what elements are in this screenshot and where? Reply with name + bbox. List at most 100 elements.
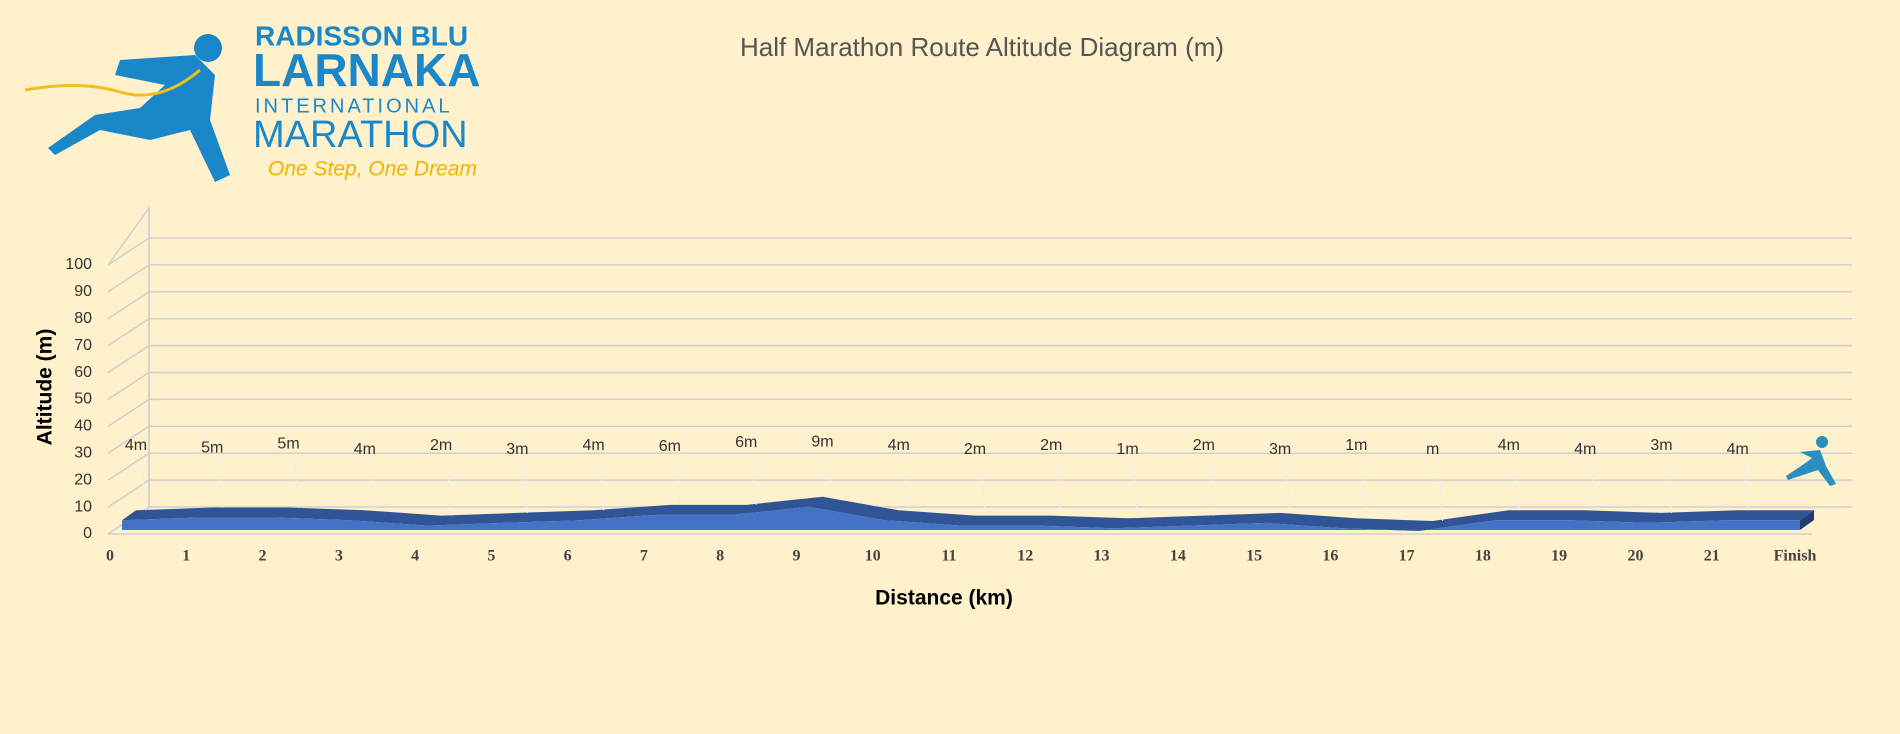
finish-icon <box>1786 436 1836 486</box>
logo-line: MARATHON <box>253 114 468 156</box>
data-label: 1m <box>1116 441 1138 458</box>
x-tick-label: 1 <box>182 548 190 565</box>
y-tick-label: 90 <box>74 283 92 300</box>
x-tick-label: 4 <box>411 548 419 565</box>
leader-line <box>904 459 910 511</box>
y-tick-label: 60 <box>74 364 92 381</box>
x-tick-label: 5 <box>487 548 495 565</box>
y-tick-label: 10 <box>74 498 92 515</box>
y-tick-label: 100 <box>65 256 92 273</box>
data-label: 4m <box>888 437 910 454</box>
x-tick-label: 14 <box>1170 548 1186 565</box>
leader-line <box>599 459 605 511</box>
grid-line <box>107 506 1852 535</box>
area-top <box>122 496 1814 531</box>
data-label: 6m <box>735 434 757 451</box>
data-label: 2m <box>1193 437 1215 454</box>
x-tick-label: 7 <box>640 548 648 565</box>
leader-line <box>1133 459 1139 519</box>
data-label: 4m <box>354 441 376 458</box>
leader-line <box>1514 459 1520 511</box>
x-tick-label: 12 <box>1017 548 1033 565</box>
y-tick-label: 70 <box>74 337 92 354</box>
data-label: 6m <box>659 438 681 455</box>
data-label: 4m <box>125 437 147 454</box>
leader-line <box>141 459 147 511</box>
grid-line <box>107 291 1852 320</box>
x-tick-label: 8 <box>716 548 724 565</box>
leader-line <box>1438 459 1444 522</box>
y-axis-label: Altitude (m) <box>34 329 57 446</box>
x-tick-label: 17 <box>1399 548 1415 565</box>
y-tick-label: 40 <box>74 418 92 435</box>
x-tick-label: 13 <box>1094 548 1110 565</box>
x-tick-label: 6 <box>564 548 572 565</box>
side-wall <box>107 205 150 535</box>
logo-line: LARNAKA <box>253 44 480 96</box>
runner-icon <box>48 34 230 182</box>
leader-line <box>1743 459 1749 511</box>
area-side <box>1800 510 1814 530</box>
grid-line <box>107 452 1852 481</box>
x-tick-label: 21 <box>1704 548 1720 565</box>
leader-line <box>294 459 300 508</box>
y-tick-label: 80 <box>74 310 92 327</box>
leader-line <box>1056 459 1062 516</box>
grid-line <box>107 425 1852 454</box>
data-label: 4m <box>1727 441 1749 458</box>
x-tick-label: 11 <box>941 548 956 565</box>
grid-line <box>107 237 1852 266</box>
x-tick-label: 20 <box>1627 548 1643 565</box>
grid-line <box>107 264 1852 293</box>
data-label: 4m <box>583 437 605 454</box>
leader-line <box>1285 459 1291 513</box>
leader-line <box>1590 459 1596 511</box>
x-tick-label: 15 <box>1246 548 1262 565</box>
y-tick-label: 50 <box>74 391 92 408</box>
leader-line <box>522 459 528 513</box>
y-tick-label: 30 <box>74 445 92 462</box>
x-tick-label: Finish <box>1774 548 1817 565</box>
grid-line <box>107 479 1852 508</box>
logo-line: INTERNATIONAL <box>255 95 453 117</box>
data-label: 4m <box>1498 437 1520 454</box>
logo: RADISSON BLU LARNAKA INTERNATIONAL MARAT… <box>24 20 480 182</box>
data-label: 3m <box>1269 441 1291 458</box>
ribbon <box>24 68 201 97</box>
data-label: 3m <box>506 441 528 458</box>
leader-line <box>446 459 452 516</box>
data-label: 3m <box>1650 437 1672 454</box>
grid-line <box>107 317 1852 347</box>
grid-line <box>107 371 1852 401</box>
logo-tagline: One Step, One Dream <box>268 158 477 181</box>
x-tick-label: 16 <box>1322 548 1338 565</box>
y-tick-label: 0 <box>83 525 92 542</box>
data-label: m <box>1426 441 1439 458</box>
data-label: 1m <box>1345 437 1367 454</box>
leader-line <box>827 459 833 497</box>
x-tick-label: 9 <box>792 548 800 565</box>
leader-line <box>1666 459 1672 513</box>
y-tick-label: 20 <box>74 471 92 488</box>
leader-line <box>1209 459 1215 516</box>
grid-line <box>107 398 1852 428</box>
x-tick-label: 10 <box>865 548 881 565</box>
area-front <box>122 506 1800 531</box>
x-tick-label: 0 <box>106 548 114 565</box>
x-tick-label: 19 <box>1551 548 1567 565</box>
data-label: 2m <box>1040 437 1062 454</box>
leader-line <box>675 459 681 505</box>
leader-line <box>980 459 986 516</box>
leader-line <box>751 459 757 505</box>
data-label: 5m <box>277 436 299 453</box>
x-tick-label: 3 <box>335 548 343 565</box>
data-label: 2m <box>430 437 452 454</box>
data-label: 4m <box>1574 441 1596 458</box>
data-label: 5m <box>201 440 223 457</box>
x-tick-label: 2 <box>259 548 267 565</box>
leader-line <box>217 459 223 508</box>
grid-line <box>107 344 1852 374</box>
data-label: 9m <box>811 434 833 451</box>
data-label: 2m <box>964 441 986 458</box>
